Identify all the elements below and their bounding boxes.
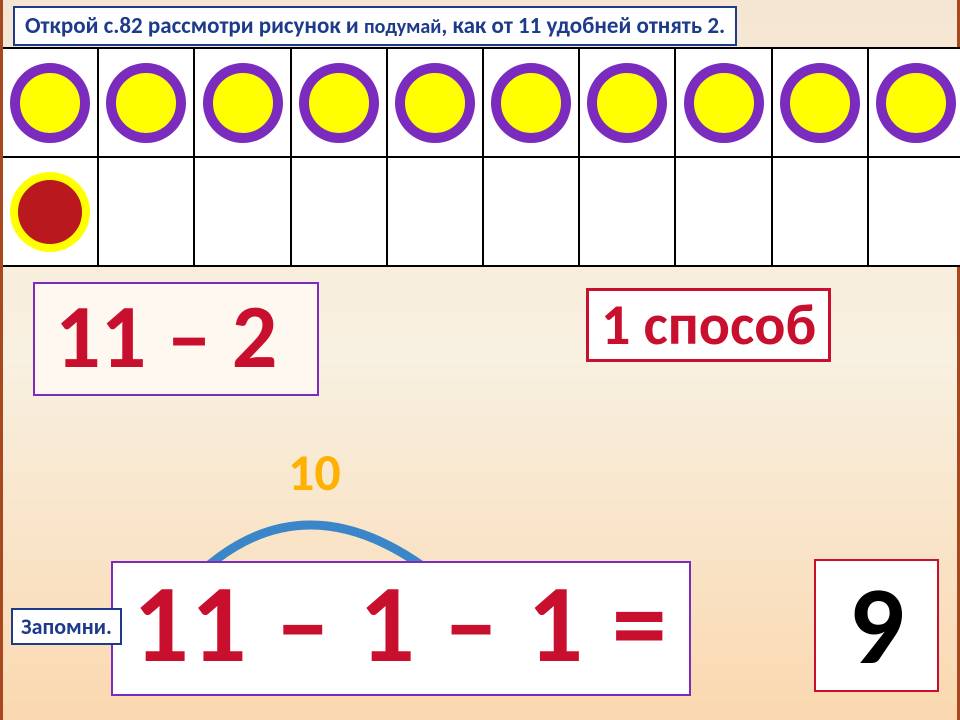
method-label: 1 способ	[586, 288, 831, 362]
instruction-text-2: подумай	[364, 15, 441, 39]
grid-cell	[773, 49, 869, 156]
grid-cell	[388, 49, 484, 156]
grid-cell	[676, 49, 772, 156]
grid-cell	[195, 158, 291, 265]
instruction-text-1: Открой с.82 рассмотри рисунок и	[25, 12, 364, 40]
grid-cell	[580, 49, 676, 156]
grid-cell	[99, 158, 195, 265]
instruction-banner: Открой с.82 рассмотри рисунок и подумай,…	[13, 6, 737, 46]
yellow-circle-icon	[10, 63, 90, 143]
grid-row-top	[3, 49, 960, 158]
equation-box: 11 – 1 – 1 =	[111, 561, 691, 696]
grid-cell	[3, 158, 99, 265]
yellow-circle-icon	[491, 63, 571, 143]
yellow-circle-icon	[587, 63, 667, 143]
grid-cell	[388, 158, 484, 265]
grid-cell	[99, 49, 195, 156]
expression-box: 11 – 2	[33, 282, 319, 396]
grid-cell	[195, 49, 291, 156]
yellow-circle-icon	[203, 63, 283, 143]
yellow-circle-icon	[106, 63, 186, 143]
grid-cell	[292, 49, 388, 156]
grid-cell	[580, 158, 676, 265]
grid-row-bottom	[3, 158, 960, 265]
grid-cell	[484, 49, 580, 156]
instruction-text-3: , как от 11 удобней отнять 2.	[441, 12, 725, 40]
counting-grid	[3, 47, 960, 267]
grid-cell	[3, 49, 99, 156]
grid-cell	[292, 158, 388, 265]
red-circle-icon	[10, 172, 90, 252]
yellow-circle-icon	[780, 63, 860, 143]
grid-cell	[484, 158, 580, 265]
yellow-circle-icon	[684, 63, 764, 143]
grid-cell	[676, 158, 772, 265]
answer-box: 9	[814, 559, 939, 692]
grid-cell	[869, 49, 960, 156]
yellow-circle-icon	[395, 63, 475, 143]
yellow-circle-icon	[299, 63, 379, 143]
remember-label: Запомни.	[11, 608, 122, 645]
yellow-circle-icon	[876, 63, 956, 143]
grid-cell	[773, 158, 869, 265]
grid-cell	[869, 158, 960, 265]
